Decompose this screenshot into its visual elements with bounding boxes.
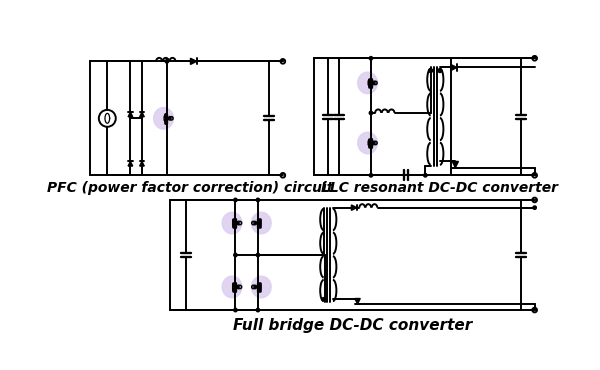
Circle shape (533, 206, 536, 209)
Polygon shape (140, 112, 144, 117)
Ellipse shape (222, 212, 242, 234)
Polygon shape (190, 58, 197, 64)
Polygon shape (355, 299, 360, 304)
Polygon shape (368, 81, 370, 85)
Polygon shape (128, 161, 133, 166)
Circle shape (165, 60, 169, 63)
Ellipse shape (358, 72, 377, 94)
Ellipse shape (222, 276, 242, 298)
Polygon shape (352, 205, 357, 210)
Circle shape (369, 57, 373, 60)
Text: LLC resonant DC-DC converter: LLC resonant DC-DC converter (321, 181, 558, 195)
Polygon shape (452, 161, 458, 168)
Circle shape (438, 69, 442, 73)
Circle shape (322, 297, 325, 301)
Circle shape (256, 308, 260, 312)
Text: PFC (power factor correction) circuit: PFC (power factor correction) circuit (47, 181, 334, 195)
Ellipse shape (251, 212, 271, 234)
Ellipse shape (251, 276, 271, 298)
Polygon shape (368, 141, 370, 145)
Text: Full bridge DC-DC converter: Full bridge DC-DC converter (233, 318, 472, 333)
Circle shape (234, 253, 237, 257)
Polygon shape (259, 221, 260, 225)
Circle shape (256, 253, 260, 257)
Polygon shape (128, 112, 133, 117)
Ellipse shape (154, 108, 173, 129)
Ellipse shape (358, 132, 377, 154)
Polygon shape (259, 285, 260, 289)
Polygon shape (140, 161, 144, 166)
Circle shape (429, 69, 433, 73)
Polygon shape (451, 64, 457, 71)
Circle shape (369, 174, 373, 177)
Circle shape (234, 308, 237, 312)
Circle shape (234, 198, 237, 202)
Polygon shape (164, 116, 166, 121)
Polygon shape (233, 221, 235, 225)
Circle shape (256, 198, 260, 202)
Polygon shape (233, 285, 235, 289)
Circle shape (369, 111, 373, 115)
Circle shape (424, 174, 427, 177)
